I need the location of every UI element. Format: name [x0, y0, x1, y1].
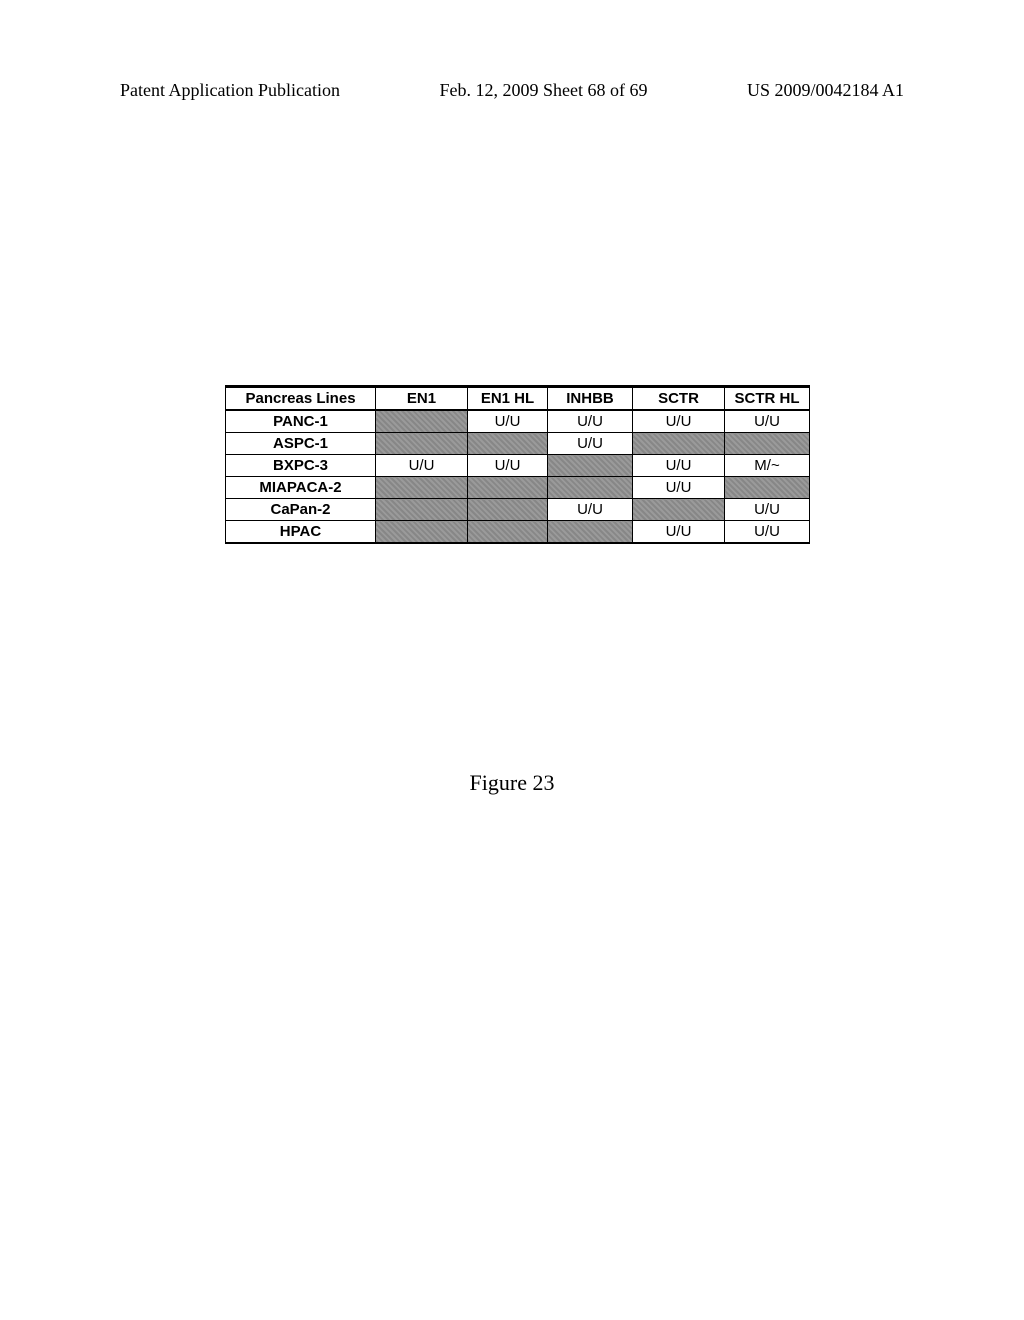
col-header-inhbb: INHBB	[548, 387, 633, 411]
table-cell: U/U	[725, 499, 810, 521]
table-cell	[633, 499, 725, 521]
header-right: US 2009/0042184 A1	[747, 80, 904, 101]
table-cell	[548, 521, 633, 544]
col-header-en1: EN1	[376, 387, 468, 411]
table-cell	[633, 433, 725, 455]
table-cell: U/U	[633, 521, 725, 544]
table-header-row: Pancreas Lines EN1 EN1 HL INHBB SCTR SCT…	[226, 387, 810, 411]
methylation-table: Pancreas Lines EN1 EN1 HL INHBB SCTR SCT…	[225, 385, 810, 544]
table-row: CaPan-2 U/U U/U	[226, 499, 810, 521]
data-table-container: Pancreas Lines EN1 EN1 HL INHBB SCTR SCT…	[225, 385, 810, 544]
table-cell	[376, 433, 468, 455]
table-cell: U/U	[633, 410, 725, 433]
table-cell: U/U	[548, 433, 633, 455]
table-cell	[376, 521, 468, 544]
table-body: PANC-1U/UU/UU/UU/UASPC-1U/UBXPC-3U/UU/UU…	[226, 410, 810, 543]
table-cell: U/U	[548, 410, 633, 433]
table-cell: U/U	[376, 455, 468, 477]
col-header-sctr: SCTR	[633, 387, 725, 411]
table-cell	[376, 410, 468, 433]
table-cell	[548, 455, 633, 477]
table-row: HPAC U/UU/U	[226, 521, 810, 544]
table-cell	[725, 433, 810, 455]
col-header-en1hl: EN1 HL	[468, 387, 548, 411]
table-cell	[376, 477, 468, 499]
table-cell	[468, 477, 548, 499]
table-cell	[468, 499, 548, 521]
row-label: MIAPACA-2	[226, 477, 376, 499]
header-center: Feb. 12, 2009 Sheet 68 of 69	[439, 80, 647, 101]
table-cell: U/U	[725, 410, 810, 433]
table-cell	[548, 477, 633, 499]
table-cell: U/U	[468, 455, 548, 477]
row-label: ASPC-1	[226, 433, 376, 455]
table-cell	[725, 477, 810, 499]
table-cell	[468, 433, 548, 455]
page-header: Patent Application Publication Feb. 12, …	[120, 80, 904, 101]
row-label: BXPC-3	[226, 455, 376, 477]
figure-caption: Figure 23	[0, 770, 1024, 796]
table-row: BXPC-3U/UU/UU/UM/~	[226, 455, 810, 477]
table-row: ASPC-1 U/U	[226, 433, 810, 455]
table-cell: U/U	[468, 410, 548, 433]
col-header-sctrhl: SCTR HL	[725, 387, 810, 411]
table-cell	[376, 499, 468, 521]
table-cell: U/U	[548, 499, 633, 521]
table-cell	[468, 521, 548, 544]
table-cell: M/~	[725, 455, 810, 477]
table-row: PANC-1U/UU/UU/UU/U	[226, 410, 810, 433]
table-cell: U/U	[633, 455, 725, 477]
col-header-pancreas: Pancreas Lines	[226, 387, 376, 411]
row-label: PANC-1	[226, 410, 376, 433]
row-label: CaPan-2	[226, 499, 376, 521]
row-label: HPAC	[226, 521, 376, 544]
table-row: MIAPACA-2 U/U	[226, 477, 810, 499]
table-cell: U/U	[725, 521, 810, 544]
header-left: Patent Application Publication	[120, 80, 340, 101]
table-cell: U/U	[633, 477, 725, 499]
